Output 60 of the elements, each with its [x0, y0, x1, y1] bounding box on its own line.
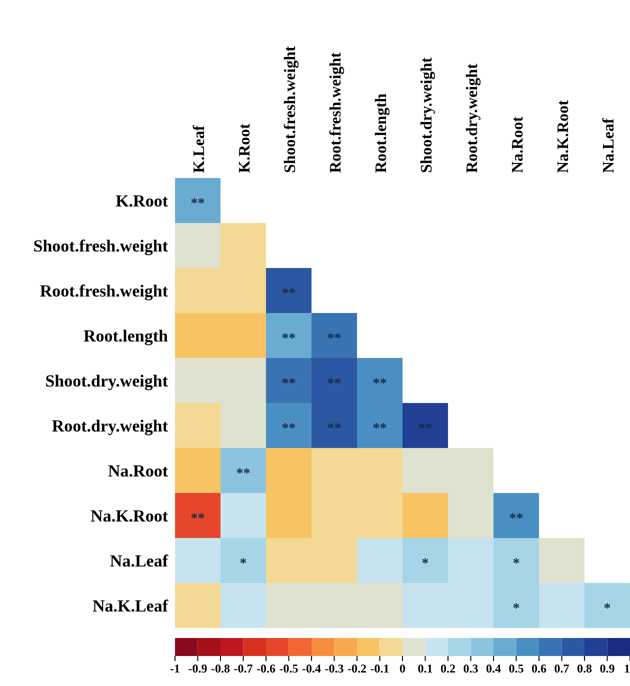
data-label: *: [604, 602, 611, 616]
data-label: **: [282, 332, 296, 346]
x-tick-label: Shoot.fresh.weight: [282, 46, 299, 173]
color-bar-label: -0.4: [302, 662, 321, 676]
color-bar-label: -0.9: [188, 662, 208, 676]
color-bar-label: -1: [170, 662, 180, 676]
data-label: **: [236, 466, 250, 482]
data-label: *: [240, 556, 247, 572]
color-bar-label: 0: [400, 662, 406, 676]
color-bar-label: 0.1: [418, 662, 433, 676]
x-tick-label: Na.K.Root: [554, 99, 572, 173]
color-bar-label: -0.3: [324, 662, 344, 676]
color-bar-label: 1: [624, 662, 630, 676]
color-bar-label: 0.6: [532, 662, 546, 676]
color-bar-label: 0.3: [463, 662, 478, 676]
x-tick-label: K.Leaf: [190, 124, 208, 173]
y-tick-label: Na.Leaf: [110, 552, 168, 570]
data-label: **: [190, 512, 205, 526]
y-tick-label: Na.K.Root: [90, 506, 168, 526]
color-bar-label: -0.6: [256, 662, 276, 676]
x-tick-label: Na.Leaf: [600, 118, 618, 173]
color-bar-label: -0.1: [370, 662, 390, 676]
data-label: **: [327, 332, 342, 346]
data-label: **: [282, 286, 296, 302]
x-tick-label: Shoot.dry.weight: [418, 56, 436, 173]
color-bar-label: -0.7: [234, 662, 253, 676]
data-label: **: [418, 422, 432, 436]
x-tick-label: K.Root: [236, 123, 254, 173]
data-label: *: [422, 556, 429, 572]
color-bar-label: 0.9: [600, 662, 615, 676]
data-label: **: [282, 422, 296, 436]
y-tick-label: Shoot.dry.weight: [45, 372, 168, 390]
y-tick-label: Root.length: [83, 326, 169, 346]
data-label: **: [190, 196, 205, 212]
y-tick-label: Na.Root: [108, 462, 168, 480]
color-bar-label: 0.2: [440, 662, 456, 676]
y-tick-label: Root.dry.weight: [52, 416, 168, 436]
y-tick-label: Shoot.fresh.weight: [33, 236, 168, 256]
x-tick-label: Root.dry.weight: [464, 63, 481, 173]
y-tick-label: Root.fresh.weight: [40, 282, 168, 300]
data-label: **: [282, 376, 296, 392]
data-label: **: [372, 376, 387, 392]
y-tick-label: Na.K.Leaf: [92, 596, 168, 616]
y-tick-label: K.Root: [116, 192, 168, 210]
x-tick-label: Na.Root: [509, 116, 526, 173]
color-bar-label: 0.4: [486, 662, 501, 676]
color-bar-label: -0.2: [348, 662, 366, 676]
x-tick-label: Root.fresh.weight: [327, 52, 344, 173]
color-bar-label: 0.7: [554, 662, 570, 676]
color-bar-label: 0.8: [577, 662, 592, 676]
data-label: **: [509, 512, 524, 526]
color-bar-label: -0.5: [279, 662, 298, 676]
x-tick-label: Root.length: [372, 93, 390, 173]
data-label: **: [372, 422, 387, 436]
color-bar-label: -0.8: [211, 662, 230, 676]
data-label: *: [512, 602, 520, 616]
data-label: **: [327, 422, 342, 436]
data-label: *: [512, 556, 520, 572]
data-label: **: [327, 376, 342, 392]
color-bar-label: 0.5: [508, 662, 524, 676]
